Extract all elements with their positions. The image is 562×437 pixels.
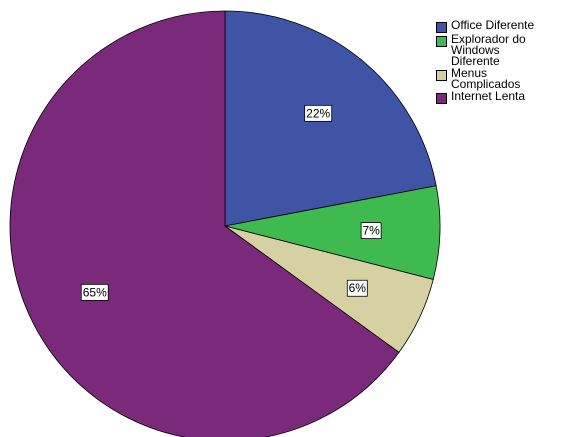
data-label-0: 22% bbox=[304, 104, 333, 122]
pie-data-labels: 22% 7% 6% 65% bbox=[80, 104, 382, 301]
data-label-text-3: 65% bbox=[83, 285, 107, 299]
legend-item-0: Office Diferente bbox=[436, 18, 560, 33]
legend-item-2: Menus Complicados bbox=[436, 66, 560, 91]
data-label-text-0: 22% bbox=[306, 106, 330, 120]
legend-label-1: Explorador do Windows Diferente bbox=[451, 32, 526, 68]
legend-item-1: Explorador do Windows Diferente bbox=[436, 32, 560, 68]
data-label-3: 65% bbox=[80, 283, 109, 301]
data-label-1: 7% bbox=[360, 222, 382, 239]
pie-slices bbox=[9, 10, 441, 437]
legend-swatch-2 bbox=[436, 70, 447, 81]
legend-label-2: Menus Complicados bbox=[451, 66, 521, 91]
data-label-box-0 bbox=[304, 104, 333, 122]
pie-slice-3 bbox=[9, 10, 400, 437]
legend-label-3: Internet Lenta bbox=[451, 89, 526, 103]
data-label-box-3 bbox=[80, 283, 109, 301]
data-label-2: 6% bbox=[346, 279, 368, 297]
data-label-box-2 bbox=[346, 279, 368, 297]
legend-label-0: Office Diferente bbox=[451, 18, 535, 32]
legend-swatch-0 bbox=[436, 22, 447, 33]
legend-swatch-1 bbox=[436, 36, 447, 47]
data-label-text-2: 6% bbox=[349, 281, 367, 295]
data-label-text-1: 7% bbox=[362, 224, 380, 238]
legend-swatch-3 bbox=[436, 93, 447, 104]
chart-legend: Office Diferente Explorador do Windows Di… bbox=[436, 18, 560, 105]
legend-item-3: Internet Lenta bbox=[436, 89, 560, 104]
data-label-box-1 bbox=[360, 222, 382, 239]
